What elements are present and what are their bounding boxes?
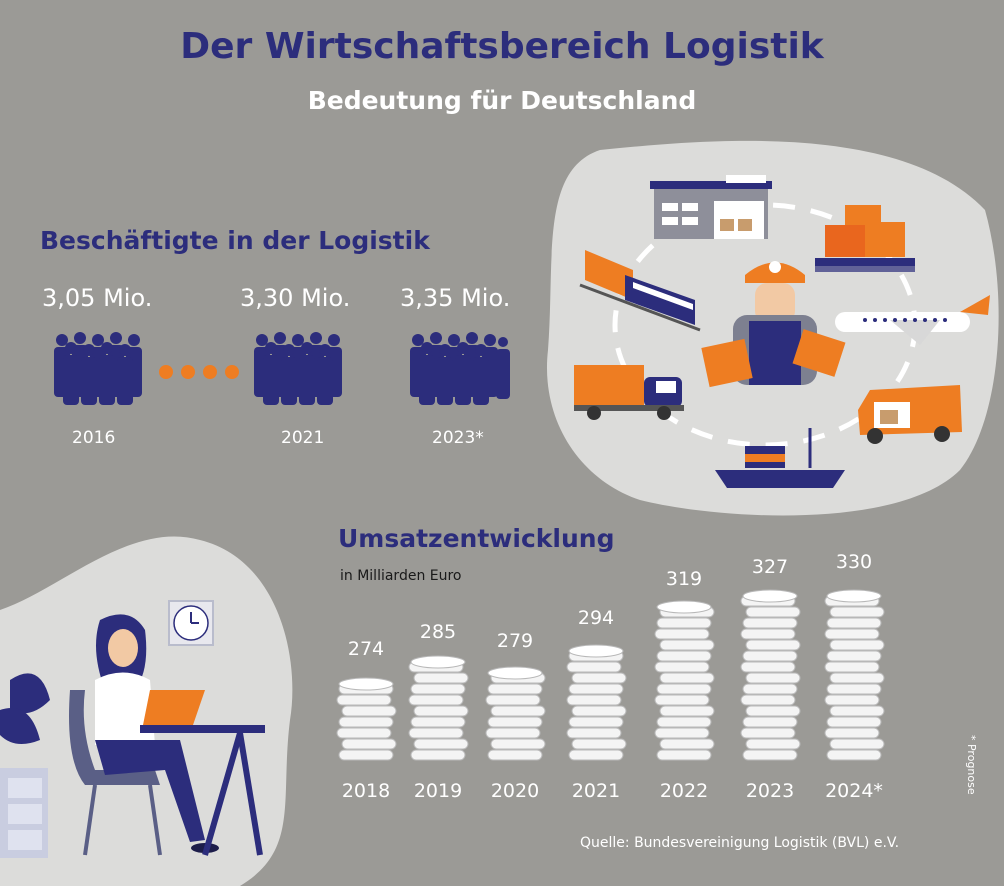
people-group-icon [254, 332, 342, 405]
revenue-heading: Umsatzentwicklung [338, 524, 615, 553]
page-subtitle: Bedeutung für Deutschland [307, 86, 697, 115]
revenue-year-label: 2020 [490, 780, 540, 802]
coin-stack-icon [824, 589, 885, 761]
revenue-year-label: 2024* [825, 780, 883, 802]
revenue-year-label: 2019 [413, 780, 463, 802]
revenue-value-label: 285 [419, 621, 457, 643]
woman-at-laptop-icon [69, 614, 265, 856]
cabinet-icon [0, 768, 48, 858]
freight-train-icon [579, 250, 701, 332]
revenue-value-label: 294 [577, 607, 615, 629]
coin-stack-icon [336, 677, 397, 761]
revenue-year-label: 2021 [571, 780, 621, 802]
coin-stack-icon [740, 589, 801, 761]
employment-value-2023: 3,35 Mio. [400, 284, 511, 312]
people-group-icon [54, 332, 142, 405]
people-group-icon [410, 332, 510, 405]
pallet-boxes-icon [815, 205, 915, 272]
revenue-value-label: 274 [347, 638, 385, 660]
employment-year-2016: 2016 [72, 428, 116, 448]
forecast-footnote: * Prognose [965, 735, 978, 795]
revenue-year-label: 2022 [659, 780, 709, 802]
worker-icon [701, 261, 846, 388]
truck-icon [574, 365, 684, 420]
clock-icon [168, 600, 214, 646]
coin-stack-icon [408, 655, 469, 761]
revenue-value-label: 327 [751, 556, 789, 578]
revenue-value-label: 319 [665, 568, 703, 590]
airplane-icon [835, 295, 990, 345]
ship-icon [715, 428, 845, 488]
employment-year-2021: 2021 [281, 428, 325, 448]
page-title: Der Wirtschaftsbereich Logistik [180, 26, 824, 67]
revenue-year-label: 2018 [341, 780, 391, 802]
warehouse-icon [650, 175, 772, 239]
employment-heading: Beschäftigte in der Logistik [40, 226, 430, 255]
van-icon [858, 385, 962, 444]
employment-value-2016: 3,05 Mio. [42, 284, 153, 312]
plant-icon [0, 673, 50, 744]
coin-stack-icon [566, 644, 627, 761]
revenue-value-label: 330 [835, 551, 873, 573]
source-note: Quelle: Bundesvereinigung Logistik (BVL)… [580, 835, 900, 851]
coin-stack-icon [485, 666, 546, 761]
revenue-year-label: 2023 [745, 780, 795, 802]
coin-stack-icon [654, 600, 715, 761]
revenue-unit-label: in Milliarden Euro [340, 568, 462, 584]
employment-value-2021: 3,30 Mio. [240, 284, 351, 312]
employment-year-2023: 2023* [432, 428, 484, 448]
revenue-value-label: 279 [496, 630, 534, 652]
progress-dots [159, 365, 239, 379]
